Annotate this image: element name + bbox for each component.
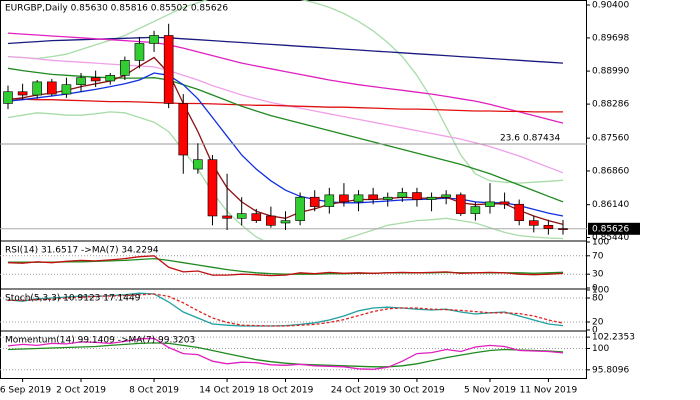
candle-body	[32, 81, 43, 96]
x-tick-label: 11 Nov 2019	[520, 386, 578, 396]
y-tick-label: 30	[592, 270, 604, 280]
fib-level: 23.6	[500, 134, 520, 144]
candle-body	[193, 159, 203, 170]
x-tick-label: 30 Oct 2019	[389, 386, 445, 396]
candle-body	[397, 192, 408, 198]
plot-frame	[0, 0, 587, 379]
candle-body	[47, 81, 57, 95]
indicator-line	[7, 337, 564, 370]
x-tick-label: 18 Oct 2019	[258, 386, 314, 396]
indicator-line	[7, 255, 564, 277]
panel	[0, 292, 587, 327]
panel-title: Momentum(14) 99.1409 ->MA(7) 99.3203	[5, 336, 195, 346]
y-tick-label: 20	[592, 318, 604, 328]
panel	[0, 336, 587, 371]
candle-body	[339, 194, 349, 203]
panel-title: Stoch(5,3,3) 10.9123 17.1449	[5, 294, 141, 304]
candle-body	[382, 196, 393, 200]
candle-body	[528, 220, 539, 226]
candle-body	[3, 91, 13, 104]
candle-body	[163, 35, 174, 104]
indicator-line	[7, 342, 564, 368]
candle-body	[178, 103, 189, 156]
candle-body	[61, 84, 72, 95]
indicator-line	[7, 67, 564, 203]
price-label: 0.85626	[592, 224, 629, 234]
y-tick-label: 0.86140	[592, 200, 629, 210]
y-tick-label: 0.90400	[592, 1, 629, 11]
panel-title: RSI(14) 31.6517 ->MA(7) 34.2294	[5, 246, 159, 256]
indicator-line	[7, 72, 564, 217]
x-tick-label: 8 Oct 2019	[129, 386, 179, 396]
candle-body	[222, 215, 232, 219]
indicator-line	[7, 32, 564, 124]
candle-body	[499, 201, 510, 205]
indicator-line	[7, 98, 563, 113]
candle-body	[280, 220, 291, 224]
y-tick-label: 0	[592, 284, 598, 294]
panel	[0, 255, 587, 277]
indicator-line	[7, 111, 564, 240]
candle-body	[105, 75, 116, 82]
candle-body	[207, 159, 218, 217]
x-tick-label: 26 Sep 2019	[0, 386, 51, 396]
y-tick-label: 0.88990	[592, 67, 629, 77]
candle-body	[17, 91, 28, 96]
x-tick-label: 5 Nov 2019	[464, 386, 516, 396]
candle-body	[470, 206, 481, 214]
indicator-line	[7, 36, 564, 64]
y-tick-label: 0	[592, 326, 598, 336]
candle-body	[251, 213, 262, 221]
candle-body	[558, 228, 568, 230]
candle-body	[455, 194, 466, 214]
candle-body	[441, 194, 451, 198]
indicator-line	[8, 293, 564, 327]
candle-body	[295, 196, 305, 221]
y-tick-label: 0.87560	[592, 134, 629, 144]
panel-title: EURGBP,Daily 0.85630 0.85816 0.85502 0.8…	[5, 4, 228, 14]
x-tick-label: 24 Oct 2019	[331, 386, 387, 396]
candle-body	[266, 215, 276, 226]
candle-body	[324, 194, 335, 207]
candle-body	[543, 225, 554, 229]
indicator-line	[7, 0, 564, 184]
candle-body	[76, 77, 86, 86]
candle-body	[368, 194, 378, 200]
fib-price: 0.87434	[523, 134, 560, 144]
y-tick-label: 80	[592, 294, 604, 304]
y-tick-label: 100	[592, 286, 609, 296]
candle-body	[149, 35, 159, 44]
y-tick-label: 100	[592, 238, 609, 248]
y-tick-label: 0.85440	[592, 233, 629, 243]
panel	[0, 0, 587, 240]
indicator-line	[7, 56, 564, 226]
y-tick-label: 70	[592, 251, 604, 261]
candle-body	[353, 194, 364, 203]
candle-body	[514, 203, 524, 221]
candle-body	[236, 213, 247, 219]
candle-body	[426, 196, 437, 200]
y-tick-label: 0.89698	[592, 33, 629, 43]
y-tick-label: 100	[592, 344, 609, 354]
y-tick-label: 95.8096	[592, 365, 629, 375]
y-tick-label: 102.2353	[592, 333, 635, 343]
candle-body	[485, 201, 495, 207]
x-tick-label: 14 Oct 2019	[199, 386, 255, 396]
candle-body	[412, 192, 422, 200]
candle-body	[120, 60, 130, 76]
price-box	[588, 222, 640, 235]
y-tick-label: 0.86860	[592, 166, 629, 176]
x-tick-label: 2 Oct 2019	[56, 386, 106, 396]
candle-body	[309, 196, 320, 207]
y-tick-label: 0.88286	[592, 100, 629, 110]
candle-body	[90, 77, 101, 82]
candle-body	[134, 43, 145, 61]
